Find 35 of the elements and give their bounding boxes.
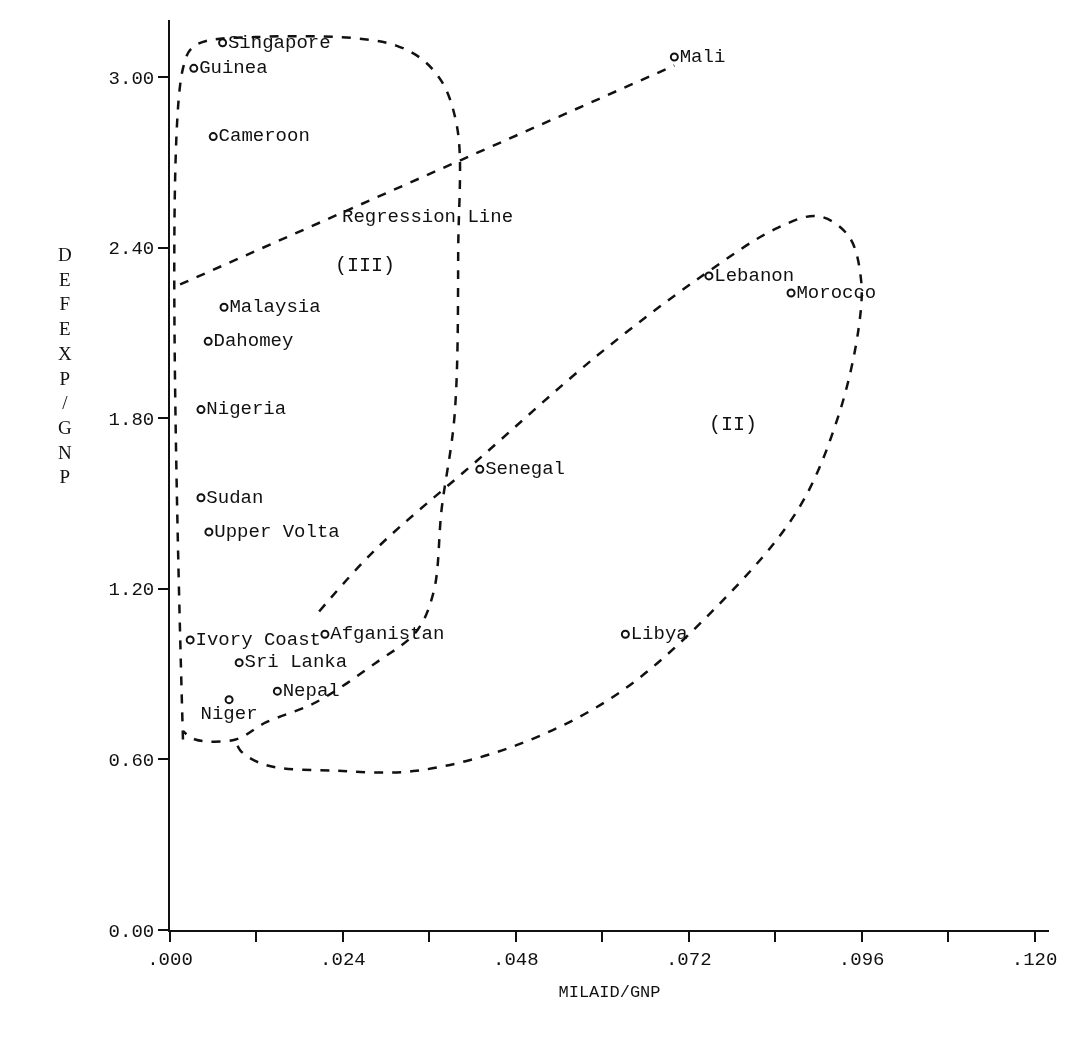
series-label: Ivory Coast [195, 628, 321, 651]
series-label: Regression Line [342, 206, 514, 228]
series-label: Nigeria [206, 398, 287, 421]
series-label: Malaysia [229, 295, 321, 318]
x-tick-label: .072 [665, 948, 712, 971]
annotation: (III) [335, 254, 396, 277]
x-axis-title: MILAID/GNP [558, 982, 661, 1002]
x-tick-label: .000 [147, 948, 193, 971]
y-tick-label: 1.80 [108, 408, 155, 431]
y-tick-label: 1.20 [108, 579, 155, 602]
series-label: Singapore [227, 31, 331, 54]
y-tick-label: 0.60 [108, 750, 155, 773]
x-tick-label: .120 [1011, 948, 1058, 971]
x-tick-label: .024 [320, 948, 366, 971]
series-label: Afganistan [330, 623, 445, 645]
text: DEFEXP/GNP [58, 244, 72, 488]
series-label: Cameroon [218, 125, 310, 148]
series-label: Sri Lanka [244, 651, 348, 674]
series-label: Dahomey [213, 330, 294, 353]
annotation: (II) [709, 413, 758, 436]
series-label: Sudan [206, 486, 264, 509]
x-tick-label: .048 [493, 948, 539, 971]
series-label: Guinea [199, 57, 268, 80]
series-label: Lebanon [714, 264, 795, 287]
series-label: Morocco [796, 281, 877, 304]
series-label: Mali [679, 45, 726, 68]
y-tick-label: 3.00 [108, 67, 155, 90]
series-label: Senegal [485, 458, 566, 481]
series-label: Upper Volta [214, 520, 340, 543]
series-label: Nepal [282, 679, 340, 702]
y-tick-label: 0.00 [108, 920, 155, 943]
x-tick-label: .096 [838, 948, 885, 971]
y-tick-label: 2.40 [108, 238, 155, 261]
series-label: Niger [200, 703, 258, 726]
series-label: Libya [630, 623, 688, 645]
